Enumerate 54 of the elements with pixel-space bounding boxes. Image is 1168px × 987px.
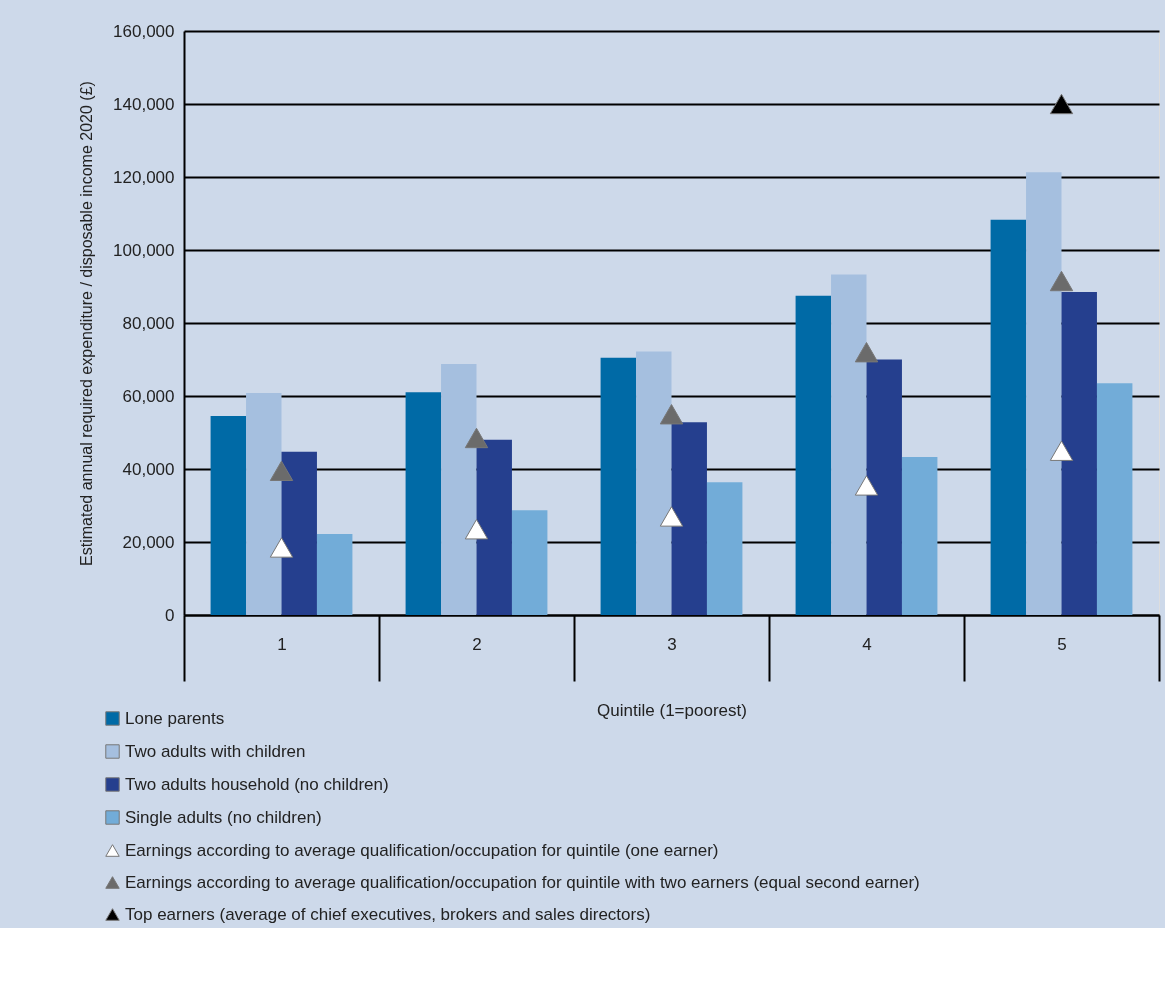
bar: [246, 393, 282, 615]
bar: [476, 439, 512, 615]
bar: [866, 359, 902, 615]
bar: [671, 422, 707, 615]
y-tick-label: 60,000: [122, 386, 175, 406]
bar: [990, 219, 1027, 615]
point: [659, 404, 684, 425]
legend-label: Two adults with children: [125, 741, 306, 761]
x-axis-title: Quintile (1=poorest): [597, 700, 747, 720]
y-axis-title: Estimated annual required expenditure / disposable income 2020 (£): [78, 81, 96, 566]
legend-label: Two adults household (no children): [125, 774, 389, 794]
bar: [901, 456, 938, 615]
bar: [511, 510, 548, 615]
point: [464, 519, 489, 540]
point: [1049, 440, 1074, 461]
bar: [636, 351, 672, 615]
legend-label: Earnings according to average qualification/occupation for quintile (one earner): [125, 840, 719, 860]
point: [854, 342, 879, 363]
y-tick-label: 20,000: [122, 532, 175, 552]
bar: [795, 295, 832, 615]
bar: [1026, 172, 1062, 615]
bar: [281, 451, 317, 615]
legend-label: Earnings according to average qualification/occupation for quintile with two earners (equal second earner): [125, 872, 920, 892]
legend-label: Top earners (average of chief executives, brokers and sales directors): [125, 904, 651, 924]
point: [1049, 93, 1074, 115]
x-tick-label: 1: [277, 634, 287, 654]
bar: [600, 357, 637, 615]
y-tick-label: 80,000: [122, 313, 175, 333]
y-tick-label: 160,000: [113, 21, 175, 41]
point: [659, 506, 684, 527]
bar: [1061, 291, 1097, 615]
y-tick-label: 0: [165, 605, 175, 625]
x-tick-label: 4: [862, 634, 872, 654]
x-tick-label: 5: [1057, 634, 1067, 654]
y-tick-label: 40,000: [122, 459, 175, 479]
point: [1049, 270, 1074, 292]
point: [464, 427, 489, 449]
bar: [706, 482, 743, 615]
bar: [1096, 383, 1133, 615]
point: [269, 537, 294, 558]
point: [854, 475, 879, 496]
y-tick-label: 140,000: [113, 94, 175, 114]
x-tick-label: 2: [472, 634, 482, 654]
x-tick-label: 3: [667, 634, 677, 654]
bar: [831, 274, 867, 615]
y-tick-label: 120,000: [113, 167, 175, 187]
bar: [316, 533, 353, 615]
bar: [210, 416, 247, 615]
bar: [405, 392, 442, 615]
legend-label: Single adults (no children): [125, 807, 322, 827]
y-tick-label: 100,000: [113, 240, 175, 260]
point: [269, 460, 294, 482]
bar: [441, 363, 477, 615]
legend-label: Lone parents: [125, 708, 225, 728]
